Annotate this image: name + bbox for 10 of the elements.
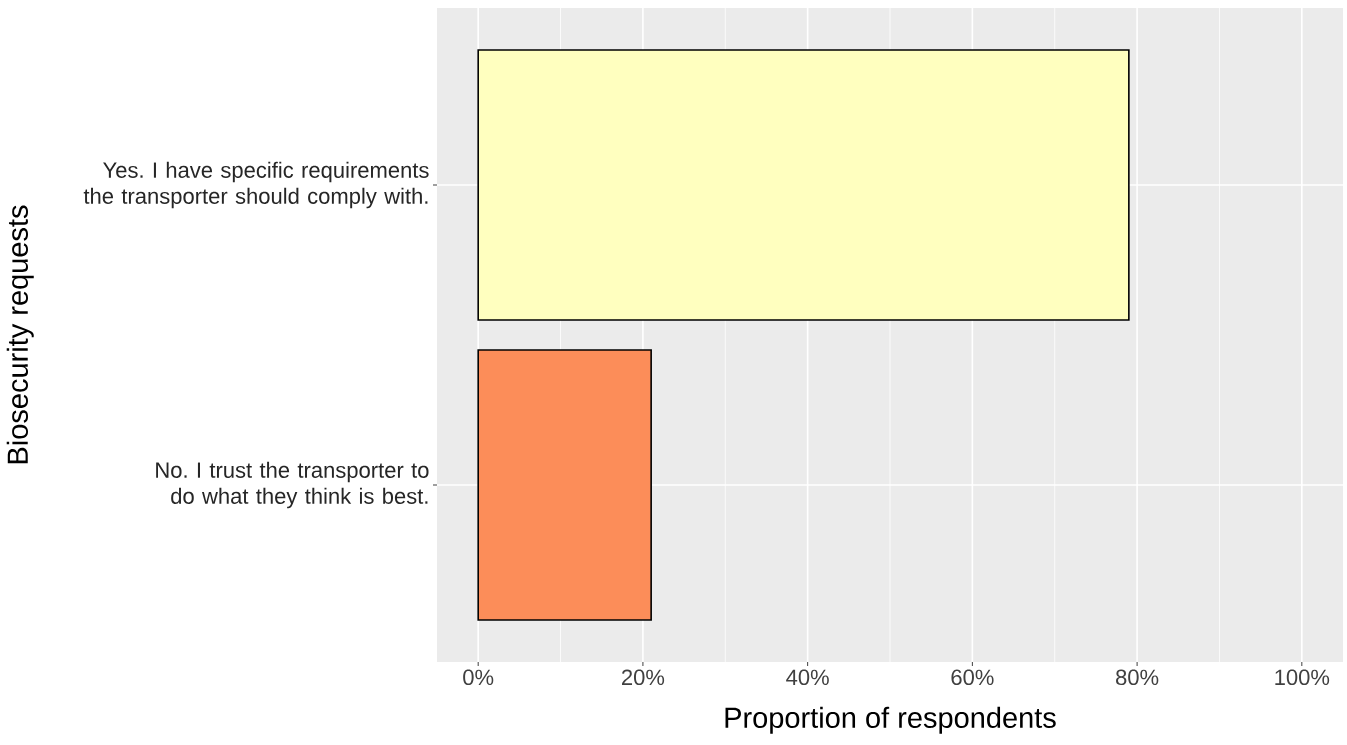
y-tick-label: No. I trust the transporter to do what they think is best. [156, 461, 429, 509]
x-tick-label: 40% [786, 669, 829, 686]
x-tick-label: 80% [1116, 669, 1159, 686]
x-axis-title: Proportion of respondents [725, 706, 1056, 734]
x-tick-label: 60% [951, 669, 994, 686]
y-tick-label: Yes. I have specific requirements the transporter should comply with. [83, 161, 429, 209]
x-tick-label: 20% [622, 669, 665, 686]
x-tick-label: 100% [1275, 669, 1330, 686]
y-axis-title: Biosecurity requests [6, 205, 34, 464]
x-tick-label: 0% [463, 669, 494, 686]
